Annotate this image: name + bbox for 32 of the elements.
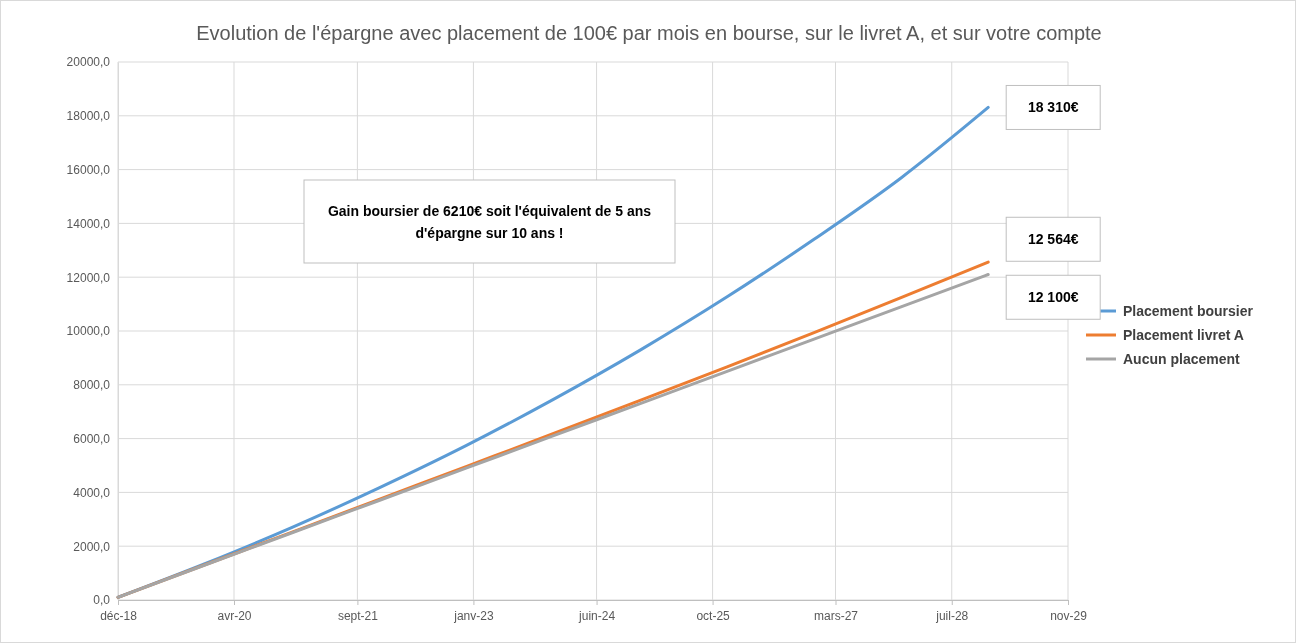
y-tick-label: 14000,0 (66, 216, 111, 231)
y-tick-label: 12000,0 (66, 270, 111, 285)
legend-label: Placement livret A (1123, 327, 1244, 343)
y-tick-label: 10000,0 (66, 324, 111, 339)
label-box: 18 310€ (1005, 84, 1101, 130)
x-tick-label: avr-20 (217, 608, 252, 623)
label-box: 12 564€ (1005, 216, 1101, 262)
y-tick-label: 16000,0 (66, 162, 111, 177)
legend-label: Placement boursier (1123, 303, 1254, 319)
annotation: Gain boursier de 6210€ soit l'équivalent de 5 ans d'épargne sur 10 ans ! (327, 202, 652, 241)
annotation: 12 564€ (1027, 231, 1079, 248)
note-box: Gain boursier de 6210€ soit l'équivalent de 5 ans d'épargne sur 10 ans ! (303, 179, 676, 264)
y-tick-label: 18000,0 (66, 109, 111, 124)
x-tick-label: nov-29 (1050, 608, 1088, 623)
label-box: 12 100€ (1005, 274, 1101, 320)
x-tick-label: juin-24 (578, 608, 616, 623)
chart-title: Evolution de l'épargne avec placement de 100€ par mois en bourse, sur le livret A, et sur votre compte (196, 22, 1102, 44)
y-tick-label: 2000,0 (73, 539, 111, 554)
x-tick-label: juil-28 (935, 608, 969, 623)
annotation: 18 310€ (1027, 99, 1079, 116)
legend-label: Aucun placement (1123, 351, 1241, 367)
x-tick-label: oct-25 (696, 608, 731, 623)
y-tick-label: 4000,0 (73, 485, 111, 500)
annotation: 12 100€ (1027, 289, 1079, 306)
y-tick-label: 20000,0 (66, 55, 111, 70)
y-tick-label: 0,0 (93, 593, 111, 608)
x-tick-label: sept-21 (337, 608, 379, 623)
x-tick-label: déc-18 (100, 608, 138, 623)
y-tick-label: 6000,0 (73, 431, 111, 446)
x-tick-label: janv-23 (453, 608, 494, 623)
x-tick-label: mars-27 (813, 608, 859, 623)
y-tick-label: 8000,0 (73, 378, 111, 393)
